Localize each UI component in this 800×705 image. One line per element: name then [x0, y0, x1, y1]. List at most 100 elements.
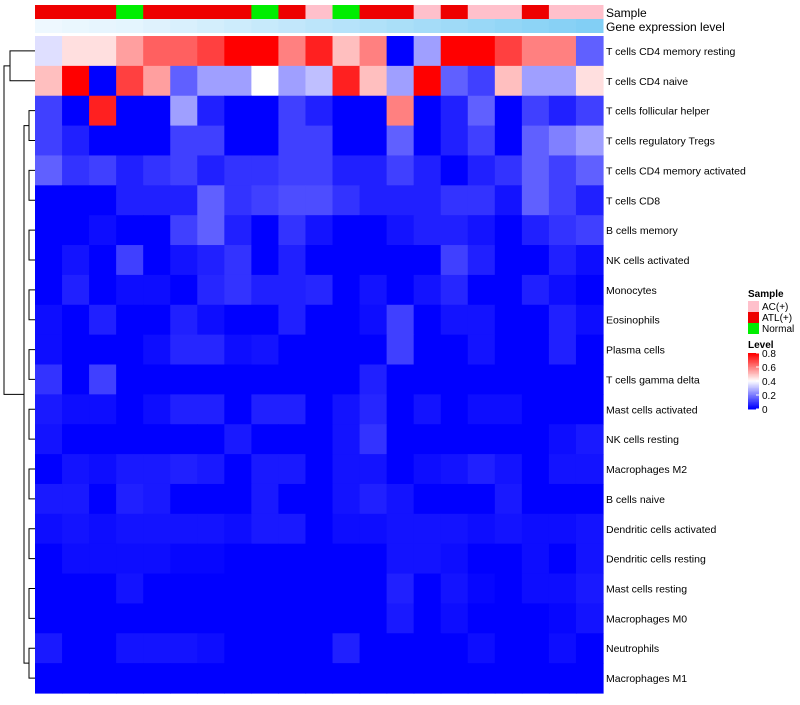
- legend-level-gradient-step: [748, 374, 759, 376]
- heatmap-cell: [494, 394, 523, 425]
- dendrogram-branch: [3, 65, 24, 395]
- heatmap-cell: [35, 483, 63, 515]
- heatmap-cell: [251, 454, 280, 485]
- heatmap-cell: [440, 364, 469, 395]
- heatmap-cell: [548, 483, 577, 515]
- heatmap-cell: [521, 334, 550, 366]
- heatmap-cell: [278, 95, 307, 127]
- dendrogram-branch: [28, 587, 35, 619]
- heatmap-cell: [116, 95, 144, 127]
- row-label: Mast cells activated: [606, 404, 698, 416]
- heatmap-cell: [386, 573, 415, 605]
- dendrogram-branch: [9, 50, 35, 82]
- heatmap-cell: [548, 334, 577, 366]
- heatmap-cell: [521, 394, 550, 425]
- expression-annotation-cell: [467, 19, 496, 33]
- heatmap-cell: [521, 513, 550, 545]
- heatmap-cell: [305, 513, 334, 545]
- heatmap-cell: [89, 483, 117, 515]
- heatmap-cell: [62, 95, 90, 127]
- heatmap-cell: [62, 394, 90, 425]
- heatmap-cell: [548, 513, 577, 545]
- legend-level-gradient-step: [748, 367, 759, 369]
- legend-level-gradient-step: [748, 390, 759, 393]
- row-labels: T cells CD4 memory resting T cells CD4 na…: [606, 46, 746, 685]
- heatmap-cell: [143, 364, 171, 395]
- heatmap-cell: [332, 65, 361, 97]
- heatmap-cell: [170, 304, 198, 336]
- heatmap-cell: [467, 304, 496, 336]
- heatmap-cell: [143, 483, 171, 515]
- dendrogram-branch: [28, 289, 35, 321]
- dendrogram-branch: [28, 647, 35, 679]
- legend-level-tick-label: 0.2: [762, 391, 776, 402]
- heatmap-cell: [467, 95, 496, 127]
- legend-sample-label: ATL(+): [762, 313, 792, 324]
- heatmap-cell: [278, 394, 307, 425]
- heatmap-cell: [224, 334, 252, 366]
- heatmap-cell: [332, 215, 361, 246]
- heatmap-cells: [35, 36, 604, 694]
- expression-annotation-cell: [332, 19, 361, 33]
- heatmap-cell: [62, 483, 90, 515]
- heatmap-cell: [143, 125, 171, 157]
- row-label: B cells naive: [606, 494, 665, 506]
- heatmap-cell: [359, 65, 388, 97]
- heatmap-cell: [197, 185, 225, 216]
- heatmap-cell: [35, 65, 63, 97]
- heatmap-cell: [89, 334, 117, 366]
- heatmap-cell: [359, 215, 388, 246]
- heatmap-cell: [197, 424, 225, 455]
- annotation-tracks: [35, 5, 604, 33]
- heatmap-cell: [305, 334, 334, 366]
- heatmap-cell: [143, 633, 171, 664]
- legend-sample-title: Sample: [748, 289, 784, 300]
- heatmap-cell: [521, 274, 550, 306]
- expression-annotation-cell: [116, 19, 144, 33]
- heatmap-cell: [386, 603, 415, 634]
- heatmap-cell: [62, 633, 90, 664]
- heatmap-cell: [494, 125, 523, 157]
- heatmap-cell: [413, 125, 442, 157]
- heatmap-cell: [332, 334, 361, 366]
- heatmap-cell: [143, 543, 171, 575]
- heatmap-cell: [116, 65, 144, 97]
- expression-annotation-cell: [224, 19, 252, 33]
- heatmap-cell: [548, 274, 577, 306]
- heatmap-cell: [467, 185, 496, 216]
- heatmap-cell: [116, 663, 144, 694]
- heatmap-cell: [386, 334, 415, 366]
- legend-level-gradient-step: [748, 360, 759, 362]
- heatmap-cell: [413, 454, 442, 485]
- heatmap-cell: [251, 185, 280, 216]
- heatmap-cell: [521, 364, 550, 395]
- heatmap-cell: [116, 454, 144, 485]
- heatmap-cell: [35, 364, 63, 395]
- heatmap-cell: [548, 394, 577, 425]
- dendrogram-branch: [28, 169, 35, 201]
- heatmap-cell: [494, 364, 523, 395]
- expression-annotation-cell: [440, 19, 469, 33]
- row-label: T cells regulatory Tregs: [606, 136, 715, 148]
- heatmap-cell: [521, 215, 550, 246]
- heatmap-cell: [143, 36, 171, 67]
- heatmap-cell: [278, 454, 307, 485]
- dendrogram-branch: [28, 229, 35, 261]
- heatmap-cell: [143, 274, 171, 306]
- heatmap-cell: [305, 543, 334, 575]
- heatmap-cell: [143, 95, 171, 127]
- heatmap-cell: [278, 334, 307, 366]
- heatmap-cell: [251, 125, 280, 157]
- heatmap-cell: [386, 543, 415, 575]
- heatmap-cell: [197, 364, 225, 395]
- heatmap-cell: [440, 334, 469, 366]
- heatmap-cell: [359, 573, 388, 605]
- heatmap-cell: [575, 274, 604, 306]
- heatmap-cell: [224, 65, 252, 97]
- heatmap-cell: [251, 633, 280, 664]
- heatmap-cell: [143, 185, 171, 216]
- heatmap-cell: [548, 364, 577, 395]
- heatmap-cell: [467, 543, 496, 575]
- heatmap-cell: [197, 573, 225, 605]
- heatmap-cell: [170, 513, 198, 545]
